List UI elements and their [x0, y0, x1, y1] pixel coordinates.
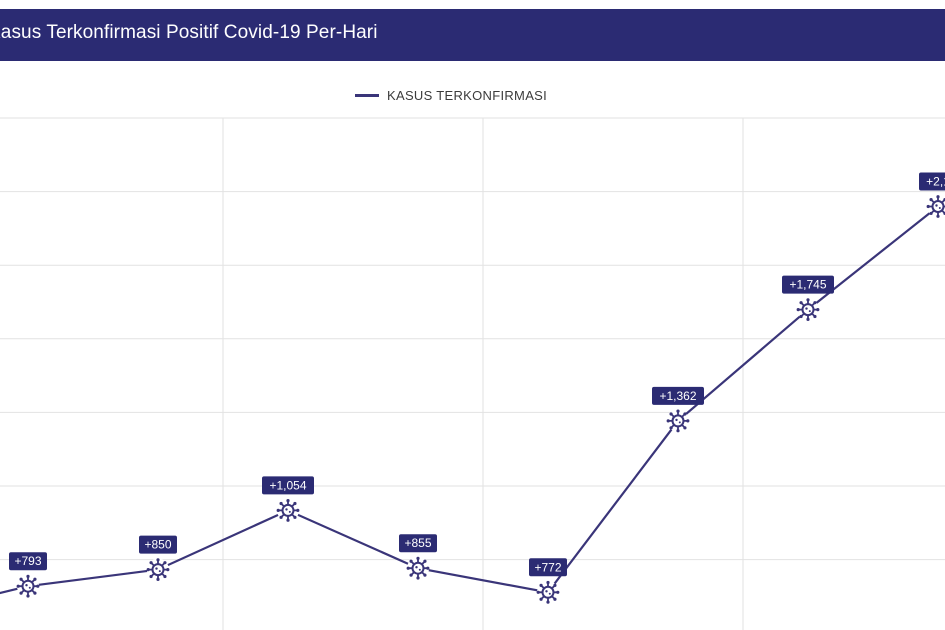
chart-title: Kasus Terkonfirmasi Positif Covid-19 Per… [0, 22, 378, 43]
data-label-text: +1,745 [789, 278, 826, 292]
virus-icon [536, 580, 560, 604]
chart-header: Kasus Terkonfirmasi Positif Covid-19 Per… [0, 9, 945, 61]
data-label-box [9, 552, 47, 571]
data-label-box [782, 275, 834, 294]
data-label-text: +793 [14, 554, 41, 568]
virus-icon [146, 558, 170, 581]
data-label-box [652, 386, 704, 405]
data-label: +1,745 [782, 275, 834, 294]
chart-legend: KASUS TERKONFIRMASI [355, 85, 547, 105]
data-labels: +793 +850 +1,054 +855 +772 +1,362 +1,745 +2,1 [9, 172, 945, 577]
data-label-box [529, 558, 567, 577]
data-label-text: +1,362 [659, 389, 696, 403]
virus-icon [276, 499, 300, 522]
data-label: +772 [529, 558, 567, 577]
data-label: +1,054 [262, 476, 314, 495]
virus-icon [926, 195, 945, 218]
data-label: +2,1 [919, 172, 945, 191]
data-label-box [139, 535, 177, 554]
legend-label: KASUS TERKONFIRMASI [387, 87, 548, 103]
data-label-text: +772 [534, 560, 561, 574]
data-label-box [399, 534, 437, 553]
data-label-text: +855 [404, 536, 431, 550]
data-label: +1,362 [652, 386, 704, 405]
data-label-box [919, 172, 945, 191]
data-label-box [262, 476, 314, 495]
virus-icon [16, 574, 40, 598]
virus-icon [666, 409, 690, 433]
data-point-markers [16, 195, 945, 604]
data-label-text: +2,1 [926, 175, 945, 189]
data-label: +793 [9, 552, 47, 571]
data-label: +855 [399, 534, 437, 553]
virus-icon [406, 556, 430, 580]
data-label-text: +1,054 [269, 478, 306, 492]
virus-icon [796, 298, 820, 321]
data-label: +850 [139, 535, 177, 554]
legend-line-swatch [355, 93, 379, 97]
data-label-text: +850 [144, 538, 171, 552]
